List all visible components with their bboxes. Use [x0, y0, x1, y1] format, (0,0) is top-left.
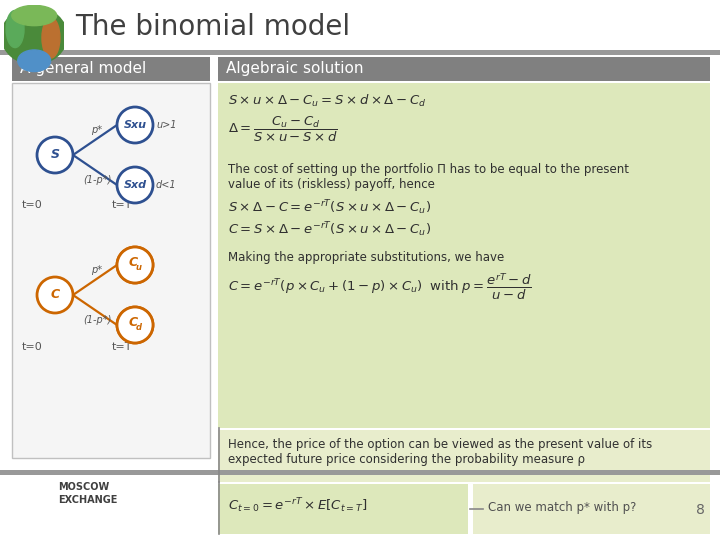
Text: d<1: d<1 [156, 180, 176, 190]
Polygon shape [12, 490, 42, 515]
Circle shape [37, 137, 73, 173]
Circle shape [117, 307, 153, 343]
Ellipse shape [18, 50, 50, 71]
Text: $C = S \times \Delta -e^{-rT}(S \times u \times \Delta - C_u)$: $C = S \times \Delta -e^{-rT}(S \times u… [228, 220, 431, 239]
Text: $C = e^{-rT}(p \times C_u + (1-p) \times C_u)$$\;$ with $p = \dfrac{e^{rT}-d}{u-: $C = e^{-rT}(p \times C_u + (1-p) \times… [228, 271, 532, 302]
Text: d: d [136, 323, 142, 333]
Text: t=T: t=T [112, 342, 132, 352]
Text: expected future price considering the probability measure ρ: expected future price considering the pr… [228, 453, 585, 466]
Text: Making the appropriate substitutions, we have: Making the appropriate substitutions, we… [228, 251, 504, 264]
Circle shape [117, 107, 153, 143]
Bar [12, 57, 210, 81]
Bar [218, 430, 710, 482]
Circle shape [117, 247, 153, 283]
Text: Sxu: Sxu [124, 120, 146, 130]
Text: EXCHANGE: EXCHANGE [58, 495, 117, 505]
Bar [0, 50, 720, 55]
Text: t=0: t=0 [22, 342, 42, 352]
Text: value of its (riskless) payoff, hence: value of its (riskless) payoff, hence [228, 178, 435, 191]
Text: $\Delta = \dfrac{C_u - C_d}{S \times u - S \times d}$: $\Delta = \dfrac{C_u - C_d}{S \times u -… [228, 115, 338, 144]
Text: $S \times u \times \Delta - C_u = S \times d \times \Delta - C_d$: $S \times u \times \Delta - C_u = S \tim… [228, 93, 426, 109]
Circle shape [117, 247, 153, 283]
Text: u: u [136, 264, 142, 273]
Text: The cost of setting up the portfolio Π has to be equal to the present: The cost of setting up the portfolio Π h… [228, 163, 629, 176]
Bar [218, 83, 710, 428]
Circle shape [37, 277, 73, 313]
Ellipse shape [6, 10, 24, 48]
Text: S: S [50, 148, 60, 161]
Text: C: C [128, 256, 138, 269]
Bar [473, 484, 710, 534]
Text: (1-p*): (1-p*) [83, 175, 111, 185]
Text: C: C [128, 316, 138, 329]
Ellipse shape [42, 17, 60, 58]
Text: t=T: t=T [112, 200, 132, 210]
Text: 8: 8 [696, 503, 704, 517]
Text: (1-p*): (1-p*) [83, 315, 111, 325]
Text: $C_{t=0} = e^{-rT} \times E[C_{t=T}]$: $C_{t=0} = e^{-rT} \times E[C_{t=T}]$ [228, 496, 367, 515]
Text: Hence, the price of the option can be viewed as the present value of its: Hence, the price of the option can be vi… [228, 438, 652, 451]
Text: $S \times \Delta - C = e^{-rT}(S \times u \times \Delta - C_u)$: $S \times \Delta - C = e^{-rT}(S \times … [228, 198, 431, 217]
Text: Can we match p* with p?: Can we match p* with p? [488, 501, 636, 514]
Text: t=0: t=0 [22, 200, 42, 210]
Circle shape [117, 307, 153, 343]
Text: Sxd: Sxd [123, 180, 147, 190]
Bar [218, 484, 468, 534]
Ellipse shape [12, 5, 57, 25]
Bar [12, 83, 210, 458]
Text: MOSCOW: MOSCOW [58, 482, 109, 492]
Text: A general model: A general model [20, 62, 146, 77]
Text: p*: p* [91, 265, 102, 275]
Ellipse shape [1, 7, 67, 64]
Text: u>1: u>1 [156, 120, 176, 130]
Circle shape [117, 167, 153, 203]
Text: Algebraic solution: Algebraic solution [226, 62, 364, 77]
Text: C: C [50, 288, 60, 301]
Bar [218, 57, 710, 81]
Text: The binomial model: The binomial model [75, 13, 350, 41]
Text: p*: p* [91, 125, 102, 135]
Bar [0, 470, 720, 475]
